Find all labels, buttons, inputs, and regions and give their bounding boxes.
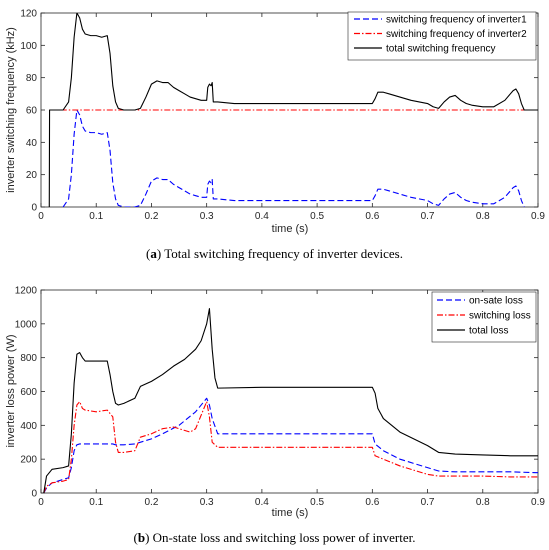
chart-b-ytick-label: 0 [31,489,37,500]
chart-b-axes: 0 0.1 0.2 0.3 0.4 0.5 0.6 0.7 0.8 0.9 0 200 400 600 80… [15,286,546,509]
chart-b-legend: on-sate loss switching loss total loss [431,291,537,343]
caption-a: (a) Total switching frequency of inverte… [146,246,403,261]
chart-b-ytick-label: 400 [20,421,37,432]
chart-b-series [43,308,538,493]
chart-a-series-1-line [62,109,525,207]
chart-b-xtick-label: 0.9 [531,497,545,508]
chart-b-legend-label: switching loss [469,311,531,322]
chart-a-xtick-label: 0 [38,211,44,222]
chart-b-xtick-label: 0.3 [200,497,214,508]
chart-a-ytick-label: 100 [20,41,37,52]
chart-a-xtick-label: 0.6 [365,211,379,222]
chart-b-ytick-label: 800 [20,353,37,364]
chart-b-series-2-line [43,401,538,493]
caption-a-text: Total switching frequency of inverter de… [161,246,403,261]
chart-b-xtick-label: 0.5 [310,497,324,508]
chart-b: 0 0.1 0.2 0.3 0.4 0.5 0.6 0.7 0.8 0.9 0 200 400 600 80… [5,286,545,520]
chart-b-ytick-label: 1200 [15,286,38,297]
chart-a-xtick-label: 0.1 [89,211,103,222]
chart-b-series-3-line [43,308,538,493]
chart-a-axes: 0 0.1 0.2 0.3 0.4 0.5 0.6 0.7 0.8 0.9 0 20 40 60 80 100… [20,9,545,223]
chart-a-legend-label: switching frequency of inverter1 [386,15,527,26]
chart-b-series-1-line [43,397,538,493]
caption-b-text: On-state loss and switching loss power o… [149,530,416,545]
chart-b-xtick-label: 0.2 [144,497,158,508]
chart-a-xtick-label: 0.4 [255,211,269,222]
chart-b-ytick-label: 1000 [15,319,38,330]
chart-a-xtick-label: 0.8 [476,211,490,222]
chart-b-xtick-label: 0.6 [365,497,379,508]
chart-a-xtick-label: 0.3 [200,211,214,222]
chart-b-xtick-label: 0 [38,497,44,508]
chart-a-xtick-label: 0.7 [421,211,435,222]
chart-a-ylabel: inverter switching frequency (kHz) [5,27,17,193]
chart-a: 0 0.1 0.2 0.3 0.4 0.5 0.6 0.7 0.8 0.9 0 20 40 60 80 100… [5,9,545,236]
caption-b-tag: b [137,530,146,545]
chart-a-xtick-label: 0.9 [531,211,545,222]
chart-b-legend-label: total loss [469,326,508,337]
chart-a-ytick-label: 120 [20,9,37,20]
chart-a-ytick-label: 20 [26,170,38,181]
chart-b-xtick-label: 0.4 [255,497,269,508]
chart-b-ytick-label: 200 [20,455,37,466]
chart-a-ytick-label: 60 [26,106,38,117]
chart-b-xlabel: time (s) [272,507,309,519]
chart-b-ytick-label: 600 [20,387,37,398]
chart-a-legend: switching frequency of inverter1 switchin… [347,11,537,61]
chart-b-xtick-label: 0.7 [421,497,435,508]
chart-a-xlabel: time (s) [272,223,309,235]
chart-a-legend-label: total switching frequency [386,44,496,55]
chart-b-xtick-label: 0.8 [476,497,490,508]
caption-a-tag: a [150,246,157,261]
chart-a-ytick-label: 0 [31,203,37,214]
chart-a-series-3-line [48,13,538,207]
chart-a-series [48,13,538,207]
chart-a-xtick-label: 0.5 [310,211,324,222]
chart-a-legend-label: switching frequency of inverter2 [386,29,527,40]
chart-a-ytick-label: 40 [26,138,38,149]
caption-b: (b) On-state loss and switching loss pow… [133,530,416,545]
chart-b-xtick-label: 0.1 [89,497,103,508]
chart-a-xtick-label: 0.2 [144,211,158,222]
chart-b-legend-label: on-sate loss [469,296,523,307]
chart-a-ytick-label: 80 [26,73,38,84]
chart-b-ylabel: inverter loss power (W) [5,334,17,447]
